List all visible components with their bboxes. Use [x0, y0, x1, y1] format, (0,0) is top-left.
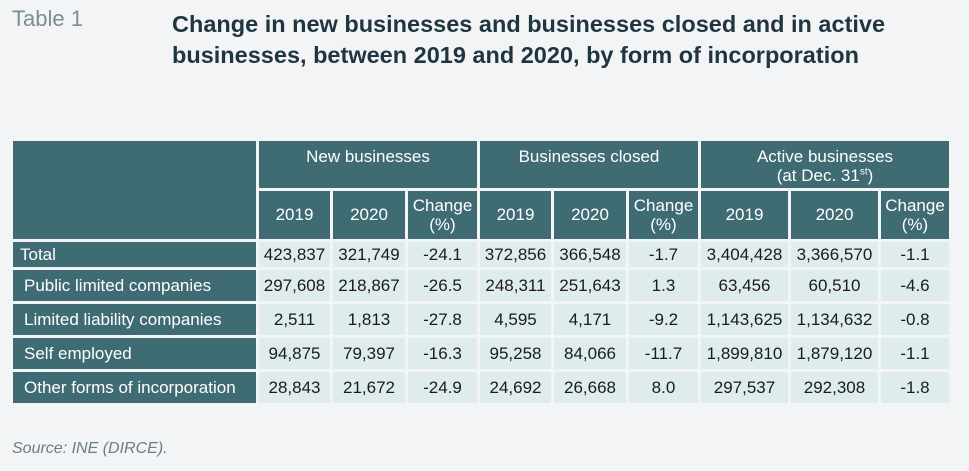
table-cell: 26,668 [554, 372, 626, 403]
table-row: Other forms of incorporation 28,843 21,672… [13, 372, 949, 403]
header-businesses-closed: Businesses closed [480, 141, 698, 188]
header-active-businesses: Active businesses (at Dec. 31st) [701, 141, 949, 188]
header-active-line2: (at Dec. 31st) [776, 166, 874, 185]
header-closed-2019: 2019 [480, 191, 551, 239]
table-cell: 321,749 [333, 242, 405, 267]
header-new-2019: 2019 [259, 191, 330, 239]
table-cell: 95,258 [480, 338, 551, 369]
table-cell: 297,608 [259, 270, 330, 301]
table-cell: -9.2 [629, 304, 698, 335]
header-corner [13, 141, 256, 239]
table-cell: 3,366,570 [791, 242, 878, 267]
header-active-change: Change (%) [881, 191, 949, 239]
table-cell: -24.9 [408, 372, 477, 403]
table-cell: 28,843 [259, 372, 330, 403]
table-cell: 3,404,428 [701, 242, 788, 267]
table-row: Limited liability companies 2,511 1,813 -27… [13, 304, 949, 335]
table-cell: 4,595 [480, 304, 551, 335]
table-cell: 366,548 [554, 242, 626, 267]
row-label: Total [13, 242, 256, 267]
table-cell: -27.8 [408, 304, 477, 335]
row-label: Other forms of incorporation [13, 372, 256, 403]
table-cell: 372,856 [480, 242, 551, 267]
header-active-2019: 2019 [701, 191, 788, 239]
table-cell: 1.3 [629, 270, 698, 301]
header-active-2020: 2020 [791, 191, 878, 239]
table-row: Public limited companies 297,608 218,867 -2… [13, 270, 949, 301]
table-cell: 297,537 [701, 372, 788, 403]
table-cell: 2,511 [259, 304, 330, 335]
header-closed-change: Change (%) [629, 191, 698, 239]
table-cell: 21,672 [333, 372, 405, 403]
table-cell: -4.6 [881, 270, 949, 301]
table-cell: 1,879,120 [791, 338, 878, 369]
header-new-change: Change (%) [408, 191, 477, 239]
data-table: New businesses Businesses closed Active … [10, 138, 952, 406]
row-label: Public limited companies [13, 270, 256, 301]
table-cell: 1,134,632 [791, 304, 878, 335]
header-closed-2020: 2020 [554, 191, 626, 239]
table-cell: 248,311 [480, 270, 551, 301]
table-cell: -0.8 [881, 304, 949, 335]
table-cell: 423,837 [259, 242, 330, 267]
header-new-businesses: New businesses [259, 141, 477, 188]
table-cell: 79,397 [333, 338, 405, 369]
row-label: Limited liability companies [13, 304, 256, 335]
header-active-line1: Active businesses [756, 147, 894, 166]
table-cell: 4,171 [554, 304, 626, 335]
table-cell: -1.1 [881, 338, 949, 369]
table-cell: 1,899,810 [701, 338, 788, 369]
table-cell: -24.1 [408, 242, 477, 267]
table-title: Change in new businesses and businesses … [172, 11, 886, 68]
table-label: Table 1 [12, 6, 83, 31]
row-label: Self employed [13, 338, 256, 369]
table-cell: 94,875 [259, 338, 330, 369]
source-note: Source: INE (DIRCE). [12, 440, 168, 457]
table-row: Total 423,837 321,749 -24.1 372,856 366,548 -1… [13, 242, 949, 267]
table-cell: 8.0 [629, 372, 698, 403]
table-cell: -1.8 [881, 372, 949, 403]
table-cell: -11.7 [629, 338, 698, 369]
table-cell: -1.1 [881, 242, 949, 267]
table-cell: 60,510 [791, 270, 878, 301]
table-cell: 1,813 [333, 304, 405, 335]
table-cell: -16.3 [408, 338, 477, 369]
header-new-2020: 2020 [333, 191, 405, 239]
table-cell: 251,643 [554, 270, 626, 301]
table-cell: 292,308 [791, 372, 878, 403]
table-cell: 63,456 [701, 270, 788, 301]
table-cell: 24,692 [480, 372, 551, 403]
table-cell: 1,143,625 [701, 304, 788, 335]
table-cell: 218,867 [333, 270, 405, 301]
table-cell: 84,066 [554, 338, 626, 369]
table-cell: -1.7 [629, 242, 698, 267]
table-row: Self employed 94,875 79,397 -16.3 95,258 84,0… [13, 338, 949, 369]
table-cell: -26.5 [408, 270, 477, 301]
